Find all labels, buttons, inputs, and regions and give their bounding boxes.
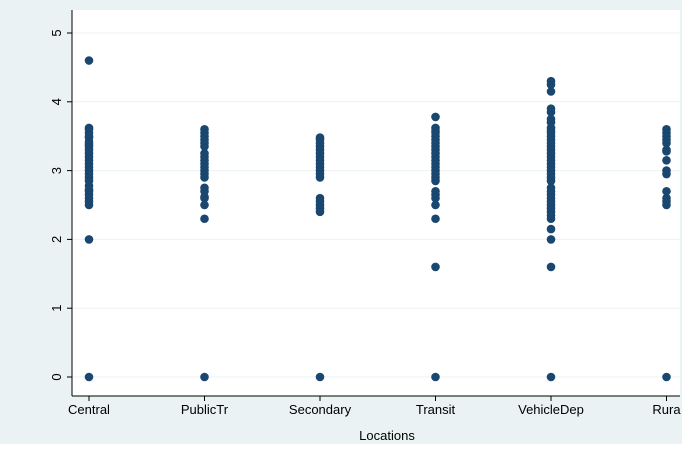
data-point	[662, 372, 671, 382]
y-tick-label: 0	[49, 373, 64, 380]
data-points	[84, 56, 671, 382]
y-tick-label: 4	[49, 98, 64, 105]
data-point	[662, 169, 671, 179]
x-tick-label: VehicleDep	[518, 402, 584, 417]
data-point	[315, 372, 325, 382]
data-point	[200, 142, 209, 151]
data-point	[315, 173, 325, 182]
data-point	[84, 372, 94, 382]
data-point	[546, 372, 556, 382]
x-tick-label: Central	[68, 402, 110, 417]
data-point	[662, 138, 671, 148]
data-point	[431, 372, 440, 382]
plot-area	[72, 10, 680, 396]
x-tick-label: Transit	[416, 402, 456, 417]
data-point	[546, 214, 556, 224]
data-point	[431, 176, 440, 186]
data-point	[84, 56, 94, 65]
data-point	[431, 200, 440, 210]
data-point	[546, 235, 556, 244]
x-tick-label: Rura	[652, 402, 681, 417]
y-tick-label: 3	[49, 167, 64, 174]
data-point	[200, 193, 209, 203]
data-point	[200, 200, 209, 210]
y-tick-label: 5	[49, 29, 64, 36]
data-point	[662, 200, 671, 210]
data-point	[84, 235, 94, 244]
x-tick-label: Secondary	[289, 402, 352, 417]
data-point	[662, 147, 671, 156]
x-axis-label: Locations	[359, 428, 415, 443]
data-point	[431, 262, 440, 272]
data-point	[315, 207, 325, 217]
data-point	[546, 107, 556, 117]
data-point	[431, 214, 440, 224]
y-tick-label: 2	[49, 236, 64, 243]
data-point	[546, 80, 556, 89]
data-point	[431, 193, 440, 203]
data-point	[431, 112, 440, 122]
data-point	[200, 214, 209, 224]
data-point	[662, 186, 671, 196]
data-point	[200, 372, 209, 382]
data-point	[546, 262, 556, 272]
x-tick-label: PublicTr	[181, 402, 229, 417]
data-point	[546, 224, 556, 234]
gridlines	[72, 32, 680, 378]
data-point	[84, 200, 94, 210]
data-point	[546, 176, 556, 186]
y-tick-label: 1	[49, 305, 64, 312]
axes: 0 1 2 3 4 5 Central PublicTr Secondary Transit Veh…	[49, 10, 681, 417]
data-point	[662, 155, 671, 165]
data-point	[200, 173, 209, 182]
data-point	[546, 87, 556, 96]
